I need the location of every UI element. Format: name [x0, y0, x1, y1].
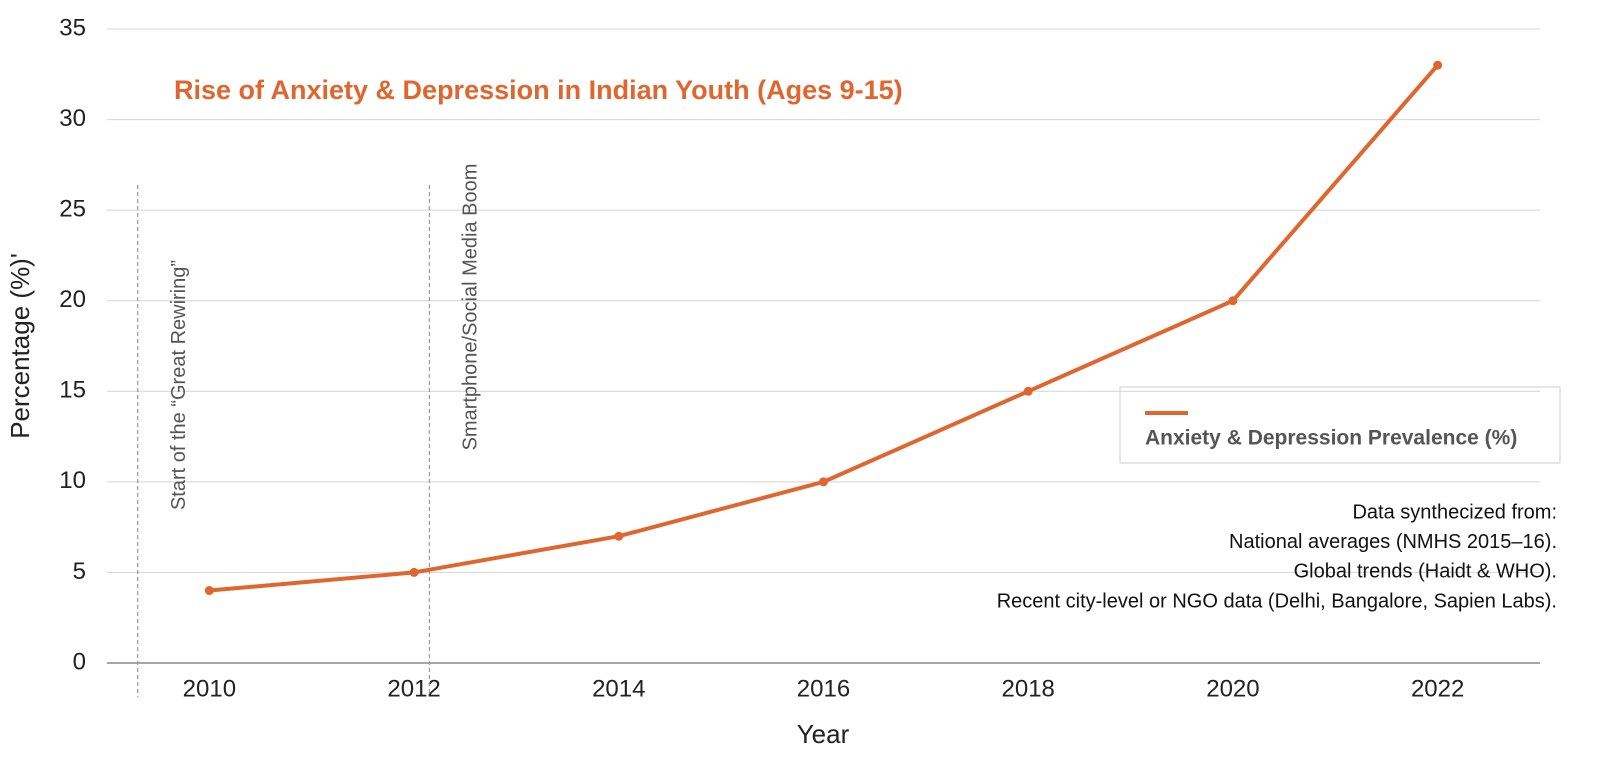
y-tick-label: 5 — [73, 558, 86, 585]
x-axis-label: Year — [797, 719, 850, 749]
y-tick-label: 0 — [73, 648, 86, 675]
data-line — [209, 63, 1440, 593]
x-tick-label: 2016 — [797, 675, 850, 702]
source-note: Recent city-level or NGO data (Delhi, Ba… — [997, 590, 1557, 612]
data-point — [819, 477, 828, 487]
annotation-text: Start of the “Great Rewiring” — [168, 260, 190, 510]
x-tick-label: 2012 — [387, 675, 440, 702]
data-point — [409, 567, 419, 577]
x-tick-label: 2018 — [1002, 675, 1055, 702]
data-point — [204, 586, 214, 596]
data-point — [614, 531, 624, 541]
data-point — [1228, 296, 1238, 306]
legend-label: Anxiety & Depression Prevalence (%) — [1145, 427, 1517, 450]
y-tick-label: 10 — [59, 467, 86, 494]
y-tick-label: 30 — [59, 105, 86, 132]
data-point — [1433, 60, 1443, 70]
annotation-text: Smartphone/Social Media Boom — [460, 164, 482, 451]
x-tick-label: 2014 — [592, 675, 645, 702]
x-tick-label: 2020 — [1206, 675, 1259, 702]
source-note: Global trends (Haidt & WHO). — [1294, 561, 1557, 583]
source-note: National averages (NMHS 2015–16). — [1229, 531, 1557, 553]
y-tick-label: 35 — [59, 14, 86, 41]
x-tick-label: 2022 — [1411, 675, 1464, 702]
x-tick-label: 2010 — [183, 675, 236, 702]
y-tick-label: 25 — [59, 195, 86, 222]
data-point — [1023, 386, 1033, 396]
chart-title: Rise of Anxiety & Depression in Indian Y… — [174, 75, 903, 105]
y-tick-label: 15 — [59, 377, 86, 404]
legend-box — [1119, 386, 1561, 464]
source-note: Data synthecized from: — [1352, 501, 1557, 523]
y-tick-label: 20 — [59, 286, 86, 313]
y-axis-label: Percentage (%)' — [5, 253, 35, 439]
